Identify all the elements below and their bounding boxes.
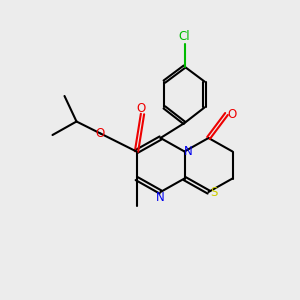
Text: S: S — [210, 185, 218, 199]
Text: O: O — [227, 107, 236, 121]
Text: N: N — [184, 145, 193, 158]
Text: Cl: Cl — [179, 30, 190, 44]
Text: N: N — [156, 191, 165, 204]
Text: O: O — [96, 127, 105, 140]
Text: O: O — [136, 101, 146, 115]
